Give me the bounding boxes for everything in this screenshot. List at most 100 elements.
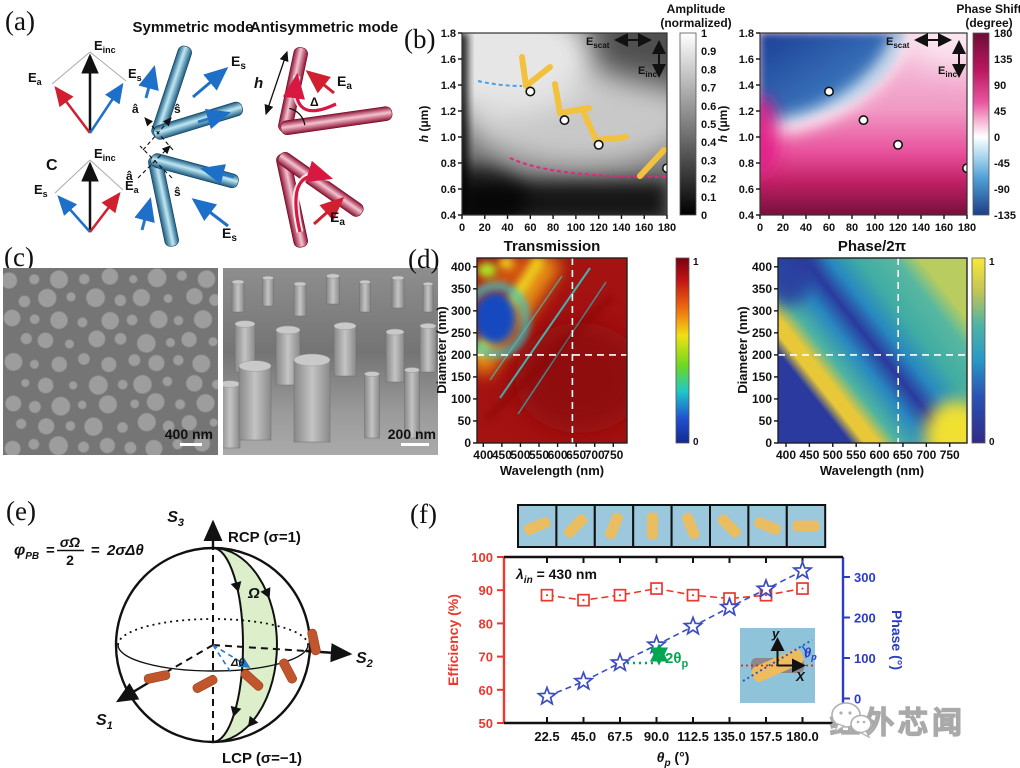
tick-label: 150	[752, 370, 772, 384]
panel-a-label: (a)	[5, 6, 35, 36]
nanopillar-cylinder	[326, 273, 340, 305]
nanopillar-cylinder	[364, 371, 380, 439]
transmission-heatmap: Transmission 400450500550600650700750400…	[434, 238, 699, 478]
left-y-axis-label: Efficiency (%)	[445, 594, 461, 686]
nanopillar-cylinder	[422, 282, 434, 313]
tick-label: 700	[916, 448, 936, 462]
nanopillar-top	[174, 398, 186, 410]
tick-label: 300	[854, 570, 876, 585]
tick-label: 650	[566, 448, 586, 462]
tick-label: 60	[524, 222, 536, 234]
nanopillar-top	[51, 396, 71, 416]
tick-label: 90	[994, 80, 1006, 92]
nanopillar-top	[114, 332, 127, 346]
tick-label: 0.4	[701, 137, 717, 149]
tick-label: 0.9	[701, 46, 716, 58]
tick-label: 750	[940, 448, 960, 462]
data-point	[892, 139, 903, 150]
scalebar-label: 200 nm	[388, 426, 436, 442]
nanopillar-top	[100, 356, 117, 373]
data-point	[559, 115, 570, 126]
nanopillar-cylinder	[385, 328, 405, 383]
dtheta-label: Δθ	[230, 657, 245, 669]
tick-label: 1.4	[739, 80, 755, 92]
phase-line	[546, 570, 803, 698]
tick-label: 40	[501, 222, 513, 234]
phase2pi-colorbar	[971, 257, 986, 444]
symmetric-mode-title: Symmetric mode	[133, 19, 254, 36]
nanopillar-top	[3, 272, 18, 290]
c-label: C	[46, 157, 58, 174]
nanopillar-top	[129, 399, 140, 409]
nanopillar-top	[28, 400, 42, 414]
inset-x-label: X	[795, 669, 806, 684]
formula-rhs: 2σΔθ	[106, 542, 144, 559]
tick-label: 140	[612, 222, 630, 234]
nanopillar-top	[209, 418, 218, 427]
flow-arrowhead	[247, 715, 259, 728]
tick-label: 350	[451, 282, 471, 296]
s3-label: S3	[167, 509, 184, 529]
vector-diagram-bottom: C Einc Es Ea	[34, 146, 140, 233]
nanopillar-top	[4, 440, 21, 455]
tick-label: 0	[459, 222, 465, 234]
e-a-label: Ea	[337, 73, 352, 92]
tick-label: 750	[603, 448, 623, 462]
tick-label: 40	[800, 222, 812, 234]
colorbar-title: (normalized)	[660, 16, 731, 30]
tick-label: 100	[451, 392, 471, 406]
colorbar-max: 1	[989, 257, 995, 268]
panel-f-efficiency-phase-plot: (f) 22.5 45.0 67.5 90.0 112.5 135.0 157.5 180.0…	[410, 499, 905, 768]
nanopillar-top	[176, 270, 188, 282]
nanopillar-top	[114, 294, 127, 307]
nanopillar-top	[144, 439, 163, 455]
nanopillar-top	[77, 441, 90, 453]
nanopillar-cylinder	[231, 279, 245, 313]
plot-title: Transmission	[504, 238, 601, 255]
e-s-label: Es	[222, 225, 237, 244]
plot-title: Phase/2π	[838, 238, 907, 255]
tick-label: -90	[994, 184, 1010, 196]
scalebar	[401, 443, 429, 446]
nanopillar-top	[37, 417, 55, 435]
nanopillar-top	[37, 377, 54, 394]
tick-label: 100	[567, 222, 585, 234]
formula-equals: =	[91, 542, 100, 559]
phase-colorbar	[972, 32, 990, 216]
tick-label: 450	[799, 448, 819, 462]
symmetric-antenna-top: â ŝ Es	[132, 45, 246, 151]
tick-label: 1.2	[441, 106, 456, 118]
nanopillar-top	[83, 417, 103, 437]
h-label: h	[254, 75, 263, 92]
y-axis-label: h (μm)	[716, 106, 730, 143]
phase2pi-axes: 400 450 500 550 600 650 700 7504003503002502001…	[752, 260, 960, 462]
nanopillar-top	[28, 438, 40, 450]
nanopillar-top	[117, 379, 128, 390]
nanopillar-top	[163, 293, 173, 304]
scalebar-label: 400 nm	[165, 426, 213, 442]
tick-label: 180	[658, 222, 676, 234]
panel-b-label: (b)	[404, 24, 435, 54]
tick-label: 500	[823, 448, 843, 462]
phase-axes: 0 20 40 60 80 100 120 140 160 180 1.8 1.6 1.4 1.2 1.0 0…	[739, 28, 976, 234]
panel-c-sem-images: (c) 400 nm 200 nm	[3, 242, 438, 455]
two-theta-label: 2θp	[665, 650, 688, 670]
nanopillar-top	[128, 274, 138, 284]
s2-axis-dashed	[212, 644, 307, 652]
panel-b-antenna-heatmaps: (b) Escat Einc 0 20	[404, 2, 1020, 234]
lcp-label: LCP (σ=−1)	[222, 750, 302, 767]
tick-label: 100	[854, 651, 876, 666]
colorbar-title: (degree)	[965, 16, 1012, 30]
tick-label: 300	[451, 304, 471, 318]
nanopillar-top	[162, 376, 173, 387]
escat-einc-annotation: Escat Einc	[886, 33, 966, 79]
tick-label: 400	[451, 260, 471, 274]
nanopillar-top	[68, 380, 78, 390]
nanorod	[681, 512, 700, 540]
nanopillar-top	[208, 336, 218, 347]
tick-label: 600	[870, 448, 890, 462]
tick-label: 60	[479, 683, 493, 698]
nanopillar-top	[77, 352, 91, 366]
nanopillar-top	[124, 441, 137, 455]
tick-label: 50	[759, 414, 773, 428]
